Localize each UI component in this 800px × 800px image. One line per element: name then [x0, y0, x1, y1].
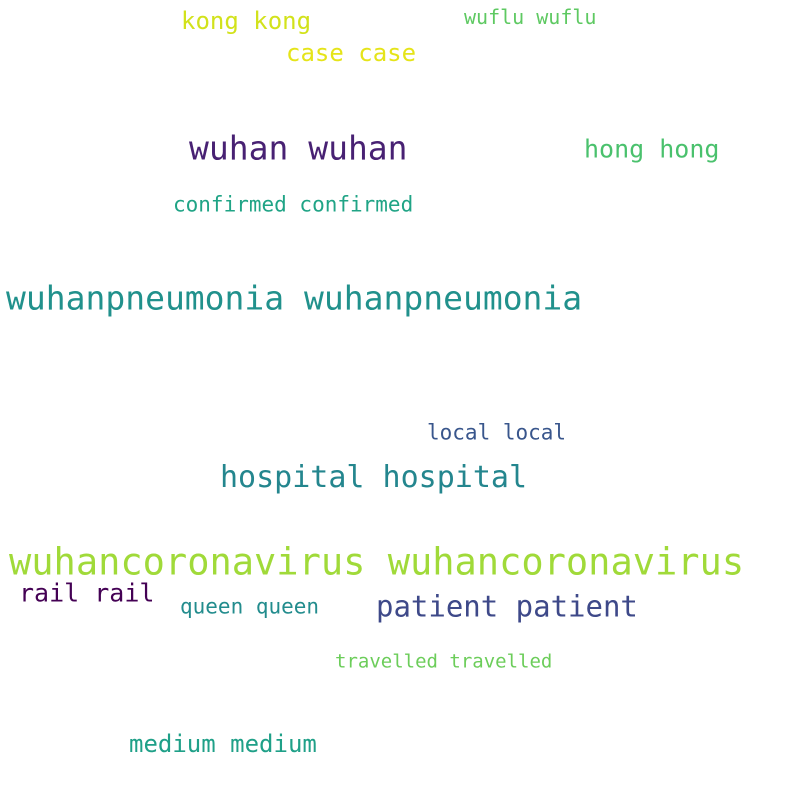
word-hong: hong hong	[584, 134, 720, 164]
word-confirmed: confirmed confirmed	[173, 192, 414, 217]
word-rail: rail rail	[19, 578, 155, 608]
word-local: local local	[427, 420, 567, 445]
word-wuhan: wuhan wuhan	[189, 128, 408, 168]
word-patient: patient patient	[376, 589, 638, 624]
word-wuhanpneumonia: wuhanpneumonia wuhanpneumonia	[6, 278, 583, 318]
word-medium: medium medium	[129, 730, 317, 758]
word-wuhancoronavirus: wuhancoronavirus wuhancoronavirus	[9, 540, 745, 584]
word-kong: kong kong	[181, 7, 312, 35]
word-wuflu: wuflu wuflu	[464, 5, 597, 29]
word-queen: queen queen	[180, 594, 320, 619]
word-case: case case	[286, 39, 417, 67]
word-travelled: travelled travelled	[335, 650, 553, 673]
word-hospital: hospital hospital	[220, 460, 528, 495]
